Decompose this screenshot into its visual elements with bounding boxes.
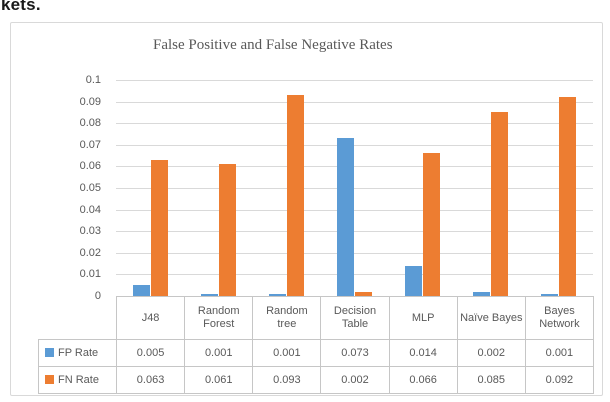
y-axis-tick-label: 0.05	[79, 182, 101, 194]
fp-rate-bar	[473, 292, 490, 296]
value-cell: 0.001	[252, 339, 322, 367]
chart-frame: False Positive and False Negative Rates …	[10, 22, 603, 396]
value-cell: 0.073	[320, 339, 390, 367]
y-axis: 0 0.01 0.02 0.03 0.04 0.05 0.06 0.07 0.08 0.09 0.1	[29, 74, 101, 302]
gridline	[116, 274, 593, 275]
fn-rate-row: FN Rate 0.063 0.061 0.093 0.002 0.066 0.085 0.0…	[38, 366, 594, 394]
fp-rate-bar	[133, 285, 150, 296]
chart-title: False Positive and False Negative Rates	[153, 37, 393, 53]
category-header-cell: Naïve Bayes	[456, 296, 526, 340]
y-axis-tick-label: 0.04	[79, 204, 101, 216]
category-header-cell: Bayes Network	[524, 296, 594, 340]
chart-data-table: J48 Random Forest Random tree Decision Tabl…	[38, 296, 594, 394]
fp-rate-bar	[201, 294, 218, 296]
gridline	[116, 166, 593, 167]
fn-rate-legend-cell: FN Rate	[38, 366, 117, 394]
y-axis-tick-label: 0.07	[79, 139, 101, 151]
category-header-cell: Random Forest	[184, 296, 254, 340]
value-cell: 0.002	[320, 366, 390, 394]
fn-rate-bar	[491, 112, 508, 296]
category-header-cell: J48	[115, 296, 186, 340]
gridline	[116, 253, 593, 254]
fp-rate-bar	[337, 138, 354, 296]
y-axis-tick-label: 0	[94, 290, 101, 302]
cropped-document-text: kets.	[1, 0, 41, 14]
gridline	[116, 210, 593, 211]
fp-rate-legend-swatch-icon	[45, 347, 54, 357]
y-axis-tick-label: 0.03	[79, 225, 101, 237]
value-cell: 0.005	[115, 339, 186, 367]
fp-rate-legend-cell: FP Rate	[38, 339, 117, 367]
gridline	[116, 145, 593, 146]
value-cell: 0.063	[115, 366, 186, 394]
fn-rate-bar	[423, 153, 440, 296]
fp-rate-bar	[405, 266, 422, 296]
gridline	[116, 123, 593, 124]
fn-rate-legend-swatch-icon	[45, 374, 54, 384]
value-cell: 0.001	[184, 339, 254, 367]
value-cell: 0.093	[252, 366, 322, 394]
fp-rate-row: FP Rate 0.005 0.001 0.001 0.073 0.014 0.002 0.0…	[38, 339, 594, 367]
gridline	[116, 231, 593, 232]
fn-rate-bar	[219, 164, 236, 296]
fn-rate-bar	[559, 97, 576, 296]
series-name-label: FP Rate	[58, 346, 99, 359]
gridline	[116, 80, 593, 81]
value-cell: 0.001	[524, 339, 594, 367]
y-axis-tick-label: 0.02	[79, 247, 101, 259]
fn-rate-bar	[151, 160, 168, 296]
value-cell: 0.066	[388, 366, 458, 394]
y-axis-tick-label: 0.09	[79, 96, 101, 108]
gridline	[116, 102, 593, 103]
value-cell: 0.002	[456, 339, 526, 367]
value-cell: 0.092	[524, 366, 594, 394]
y-axis-tick-label: 0.08	[79, 117, 101, 129]
series-name-label: FN Rate	[58, 373, 99, 386]
table-header-row: J48 Random Forest Random tree Decision Tabl…	[38, 296, 594, 340]
value-cell: 0.061	[184, 366, 254, 394]
y-axis-tick-label: 0.01	[79, 268, 101, 280]
fn-rate-bar	[355, 292, 372, 296]
gridline	[116, 188, 593, 189]
fp-rate-bar	[269, 294, 286, 296]
category-header-cell: Random tree	[252, 296, 322, 340]
value-cell: 0.085	[456, 366, 526, 394]
y-axis-tick-label: 0.1	[85, 74, 101, 86]
y-axis-tick-label: 0.06	[79, 160, 101, 172]
table-corner-cell	[38, 296, 117, 340]
fn-rate-bar	[287, 95, 304, 296]
plot-area	[116, 80, 593, 296]
category-header-cell: MLP	[388, 296, 458, 340]
category-header-cell: Decision Table	[320, 296, 390, 340]
value-cell: 0.014	[388, 339, 458, 367]
fp-rate-bar	[541, 294, 558, 296]
